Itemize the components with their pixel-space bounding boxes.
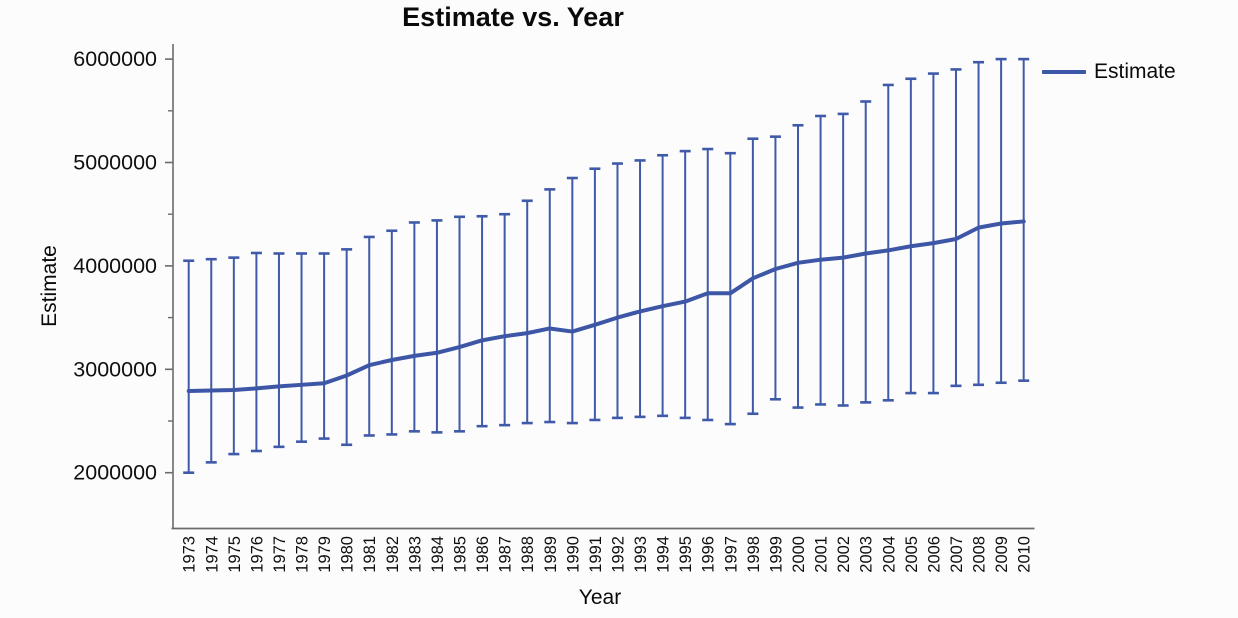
error-bar-2008 xyxy=(973,60,985,387)
error-bar-1991 xyxy=(589,167,601,422)
chart-title: Estimate vs. Year xyxy=(402,2,624,32)
x-tick-label: 1986 xyxy=(474,536,492,573)
estimate-line xyxy=(186,219,1026,394)
y-axis-title: Estimate xyxy=(38,245,61,327)
x-tick-label: 1987 xyxy=(497,536,515,573)
x-tick-label: 1995 xyxy=(677,536,695,573)
error-bar-1987 xyxy=(499,212,511,427)
error-bar-1996 xyxy=(702,147,714,422)
x-tick-label: 1992 xyxy=(609,536,627,573)
error-bar-1985 xyxy=(454,215,466,433)
x-tick-label: 1978 xyxy=(294,536,312,573)
error-bar-1983 xyxy=(408,221,420,433)
x-tick-label: 2009 xyxy=(993,536,1011,573)
error-bar-2005 xyxy=(905,77,917,395)
legend-line-swatch xyxy=(1042,70,1086,74)
x-axis-title: Year xyxy=(578,586,622,609)
y-tick-label: 2000000 xyxy=(73,461,157,485)
error-bar-1995 xyxy=(679,149,691,420)
x-tick-label: 1993 xyxy=(632,536,650,573)
error-bar-1975 xyxy=(228,256,240,456)
x-tick-label: 1973 xyxy=(181,536,199,573)
error-bar-2002 xyxy=(837,112,849,407)
x-tick-label: 2008 xyxy=(971,536,989,573)
x-tick-label: 2006 xyxy=(925,536,943,573)
x-tick-label: 1989 xyxy=(542,536,560,573)
error-bar-1989 xyxy=(544,188,556,424)
x-tick-label: 1975 xyxy=(226,536,244,573)
x-tick-label: 1998 xyxy=(745,536,763,573)
error-bar-1986 xyxy=(476,214,488,428)
error-bar-1974 xyxy=(205,257,217,464)
x-tick-label: 2001 xyxy=(813,536,831,573)
error-bar-2004 xyxy=(882,83,894,402)
x-tick-label: 1977 xyxy=(271,536,289,573)
error-bar-1993 xyxy=(634,159,646,419)
error-bar-1992 xyxy=(611,162,623,420)
error-bar-1994 xyxy=(657,153,669,418)
x-tick-label: 1980 xyxy=(339,536,357,573)
error-bar-1988 xyxy=(521,199,533,425)
x-tick-label: 2010 xyxy=(1016,536,1034,573)
error-bar-2009 xyxy=(995,57,1007,385)
x-tick-label: 1976 xyxy=(248,536,266,573)
error-bar-1990 xyxy=(566,176,578,425)
x-tick-label: 2007 xyxy=(948,536,966,573)
x-tick-label: 1999 xyxy=(767,536,785,573)
x-tick-label: 1979 xyxy=(316,536,334,573)
legend: Estimate xyxy=(1042,60,1176,84)
error-bar-2006 xyxy=(927,72,939,395)
error-bar-1982 xyxy=(386,229,398,436)
error-bar-1997 xyxy=(724,151,736,426)
error-bar-1973 xyxy=(183,259,195,475)
x-tick-label: 2005 xyxy=(903,536,921,573)
y-tick-label: 5000000 xyxy=(73,151,157,175)
x-tick-label: 1981 xyxy=(361,536,379,573)
error-bar-1981 xyxy=(363,235,375,437)
y-tick-label: 6000000 xyxy=(73,47,157,71)
y-tick-label: 3000000 xyxy=(73,357,157,381)
error-bar-1976 xyxy=(250,251,262,453)
y-tick-label: 4000000 xyxy=(73,254,157,278)
x-tick-label: 2003 xyxy=(858,536,876,573)
x-tick-label: 1996 xyxy=(700,536,718,573)
x-tick-label: 1982 xyxy=(384,536,402,573)
x-tick-label: 2000 xyxy=(790,536,808,573)
x-tick-label: 1983 xyxy=(406,536,424,573)
error-bar-1977 xyxy=(273,252,285,449)
x-tick-label: 1984 xyxy=(429,536,447,573)
x-tick-label: 1985 xyxy=(452,536,470,573)
error-bar-1980 xyxy=(341,248,353,447)
x-tick-label: 1991 xyxy=(587,536,605,573)
x-tick-label: 1994 xyxy=(655,536,673,573)
x-tick-label: 1988 xyxy=(519,536,537,573)
legend-label: Estimate xyxy=(1094,60,1176,83)
error-bar-1979 xyxy=(318,252,330,440)
x-tick-label: 1990 xyxy=(564,536,582,573)
x-tick-label: 2004 xyxy=(880,536,898,573)
x-tick-label: 1997 xyxy=(722,536,740,573)
x-tick-label: 1974 xyxy=(203,536,221,573)
error-bar-1984 xyxy=(431,219,443,434)
x-tick-label: 2002 xyxy=(835,536,853,573)
error-bar-2000 xyxy=(792,123,804,409)
error-bar-2007 xyxy=(950,68,962,388)
error-bar-1978 xyxy=(296,252,308,443)
